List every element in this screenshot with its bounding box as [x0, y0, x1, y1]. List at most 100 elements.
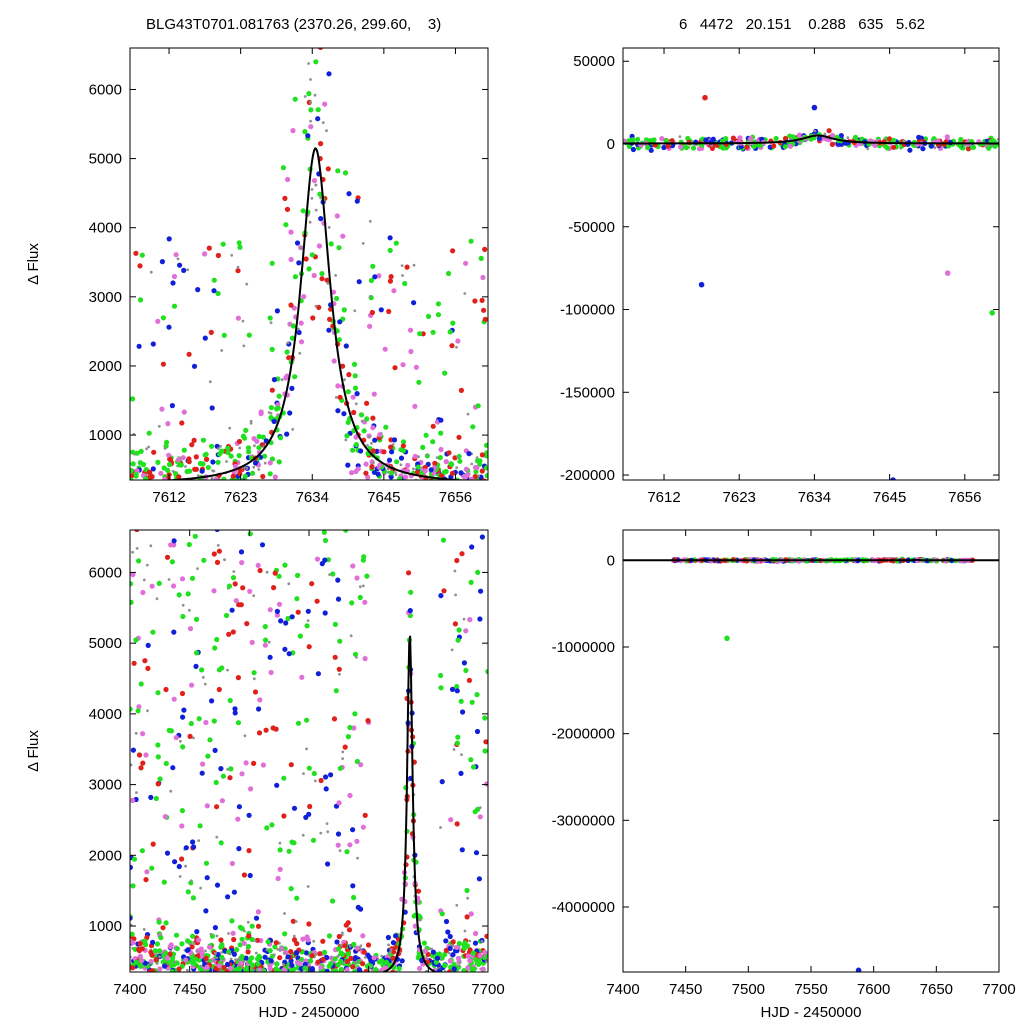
data-point [247, 531, 253, 537]
data-point [262, 954, 268, 960]
data-point [341, 750, 345, 754]
data-point [297, 327, 300, 331]
data-point [336, 666, 342, 672]
outlier-point [724, 635, 730, 642]
data-point [211, 288, 217, 294]
data-point [212, 959, 216, 963]
data-point [242, 344, 246, 348]
data-point [209, 443, 215, 449]
data-point [333, 688, 339, 694]
data-point [221, 476, 227, 480]
data-point [210, 518, 215, 523]
data-point [267, 640, 271, 644]
data-point [155, 480, 158, 483]
data-point [252, 594, 256, 598]
y-tick-label: 3000 [89, 289, 122, 306]
data-point [485, 669, 488, 675]
data-point [269, 321, 273, 324]
data-point [213, 779, 219, 786]
data-point [453, 569, 457, 573]
data-point [164, 850, 171, 856]
data-point [186, 351, 192, 357]
data-point [294, 596, 300, 602]
data-point [314, 208, 318, 212]
data-point [165, 421, 171, 427]
data-point [211, 469, 215, 473]
data-point [130, 965, 136, 971]
data-point [207, 944, 213, 950]
data-point [323, 786, 329, 792]
data-point [389, 948, 393, 951]
data-point [248, 786, 254, 792]
data-point [265, 570, 269, 574]
data-point [268, 415, 274, 421]
data-point [278, 618, 284, 624]
data-point [199, 770, 205, 776]
data-point [263, 727, 269, 733]
data-point [260, 492, 263, 495]
data-point [473, 850, 480, 856]
data-point [179, 823, 185, 829]
data-point [392, 974, 397, 979]
data-point [434, 955, 441, 961]
data-point [383, 959, 390, 965]
data-point [398, 482, 403, 487]
data-point [389, 482, 394, 487]
data-point [238, 602, 244, 608]
data-point [283, 620, 289, 626]
data-point [188, 488, 193, 493]
data-point [364, 416, 370, 422]
data-point [455, 903, 459, 907]
right-title: 6 4472 20.151 0.288 635 5.62 [679, 16, 926, 33]
data-point [327, 316, 333, 322]
data-point [193, 510, 198, 515]
data-point [180, 613, 186, 620]
data-point [475, 569, 481, 576]
data-point [473, 957, 479, 963]
data-point [238, 446, 242, 450]
data-point [414, 494, 419, 499]
data-point [188, 608, 191, 612]
data-point [250, 962, 256, 968]
data-point [236, 846, 242, 852]
data-point [179, 420, 185, 426]
data-point [221, 964, 227, 971]
data-point [421, 973, 426, 978]
data-point [282, 931, 288, 937]
data-point [425, 313, 432, 319]
data-point [213, 476, 219, 480]
data-point [163, 760, 169, 767]
data-point [381, 975, 386, 980]
data-point [920, 146, 926, 152]
data-point [241, 319, 245, 323]
data-point [143, 877, 149, 883]
data-point [350, 883, 356, 889]
data-point [294, 941, 300, 947]
data-point [193, 454, 199, 460]
data-point [265, 939, 271, 945]
data-point [281, 813, 287, 819]
data-point [438, 482, 443, 487]
data-point [334, 939, 340, 945]
data-point [272, 474, 278, 480]
data-point [215, 934, 219, 938]
data-point [771, 143, 777, 149]
data-point [422, 468, 428, 474]
data-point [155, 318, 161, 324]
data-point [292, 96, 298, 102]
data-point [269, 387, 275, 393]
data-point [394, 459, 400, 465]
data-point [282, 951, 286, 955]
data-point [366, 444, 369, 447]
data-point [472, 298, 478, 304]
data-point [463, 628, 469, 634]
data-point [276, 573, 282, 579]
data-point [371, 391, 377, 397]
data-point [313, 59, 319, 65]
data-point [179, 576, 186, 582]
data-point [402, 481, 405, 484]
data-point [150, 968, 156, 972]
data-point [163, 920, 169, 926]
y-tick-label: 5000 [89, 635, 122, 652]
data-point [663, 138, 670, 144]
